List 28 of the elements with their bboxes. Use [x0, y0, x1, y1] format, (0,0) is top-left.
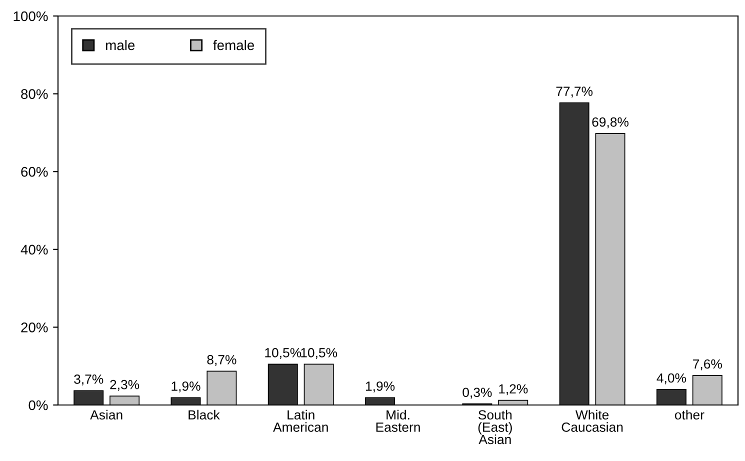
y-tick-label: 0% [28, 400, 48, 410]
data-label: 8,7% [207, 355, 236, 366]
data-label: 1,2% [499, 384, 528, 396]
y-tick-label: 20% [21, 322, 48, 332]
x-tick-label: Asian [90, 410, 122, 420]
data-label: 1,9% [172, 381, 200, 392]
x-tick-label: Latin American [273, 410, 328, 432]
x-tick-label: South (East) Asian [478, 410, 512, 444]
x-tick-label: Black [188, 410, 220, 420]
x-tick-label: White Caucasian [562, 410, 623, 432]
legend-label: female [213, 40, 254, 50]
data-label: 7,6% [693, 359, 722, 370]
legend-label: male [106, 40, 135, 50]
y-tick-label: 100% [14, 11, 48, 22]
y-tick-label: 40% [20, 244, 48, 255]
data-label: 10,5% [301, 348, 338, 359]
x-tick-label: other [674, 410, 704, 420]
data-label: 69,8% [592, 117, 628, 128]
data-label: 1,9% [366, 381, 395, 392]
data-label: 3,7% [74, 374, 104, 386]
data-label: 4,0% [656, 373, 686, 384]
y-tick-label: 80% [21, 89, 48, 99]
data-label: 77,7% [556, 86, 593, 98]
data-label: 10,5% [265, 348, 302, 359]
data-label: 2,3% [110, 380, 140, 391]
y-tick-label: 60% [21, 166, 48, 177]
data-label: 0,3% [462, 388, 492, 399]
x-tick-label: Mid. Eastern [376, 410, 420, 432]
